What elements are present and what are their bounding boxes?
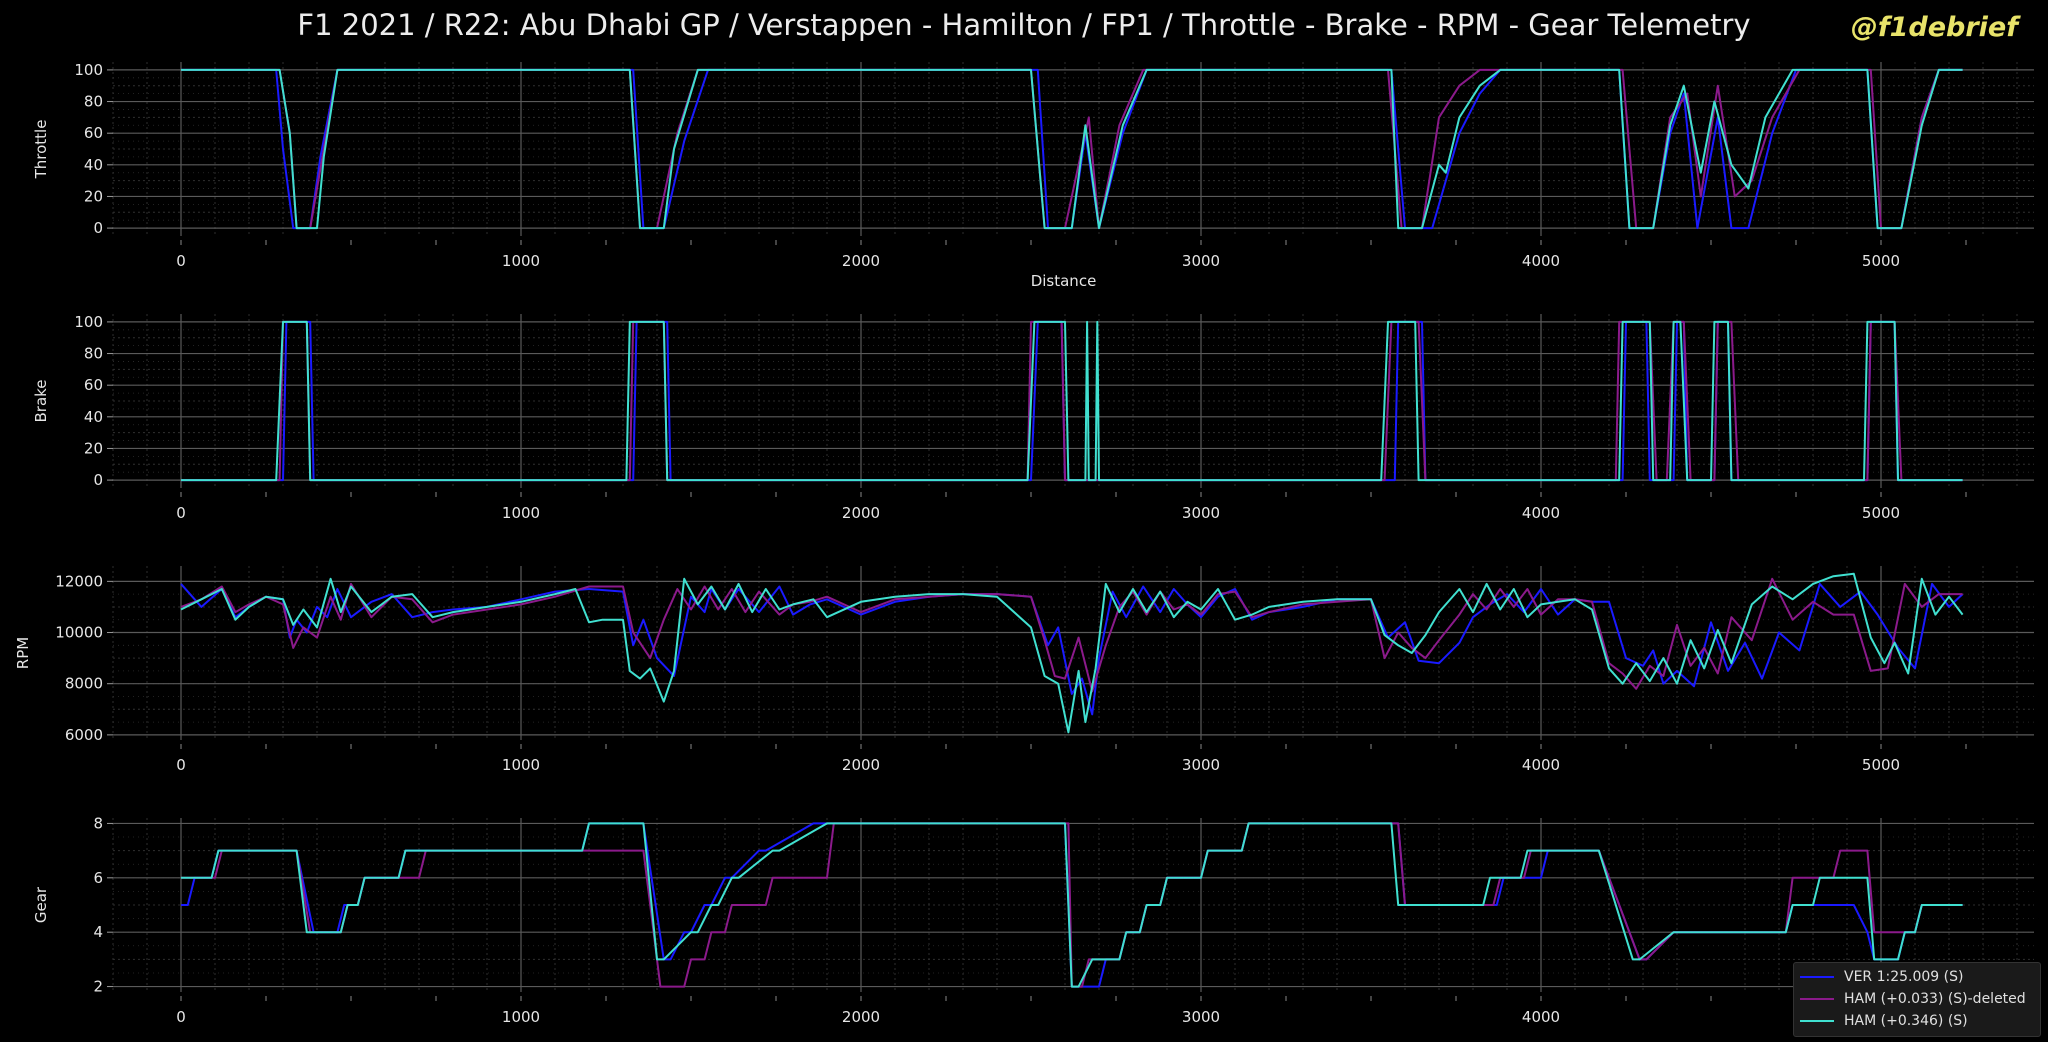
brake-ytick-label: 60 <box>84 376 103 394</box>
gear-ytick-label: 6 <box>93 869 103 887</box>
brake-xtick-label: 2000 <box>842 504 880 522</box>
gear-xtick-label: 4000 <box>1522 1008 1560 1026</box>
throttle-xtick-label: 4000 <box>1522 252 1560 270</box>
legend-label-ver: VER 1:25.009 (S) <box>1844 969 1964 985</box>
throttle-ytick-label: 20 <box>84 187 103 205</box>
panel-brake: 0 1000 2000 3000 4000 5000 0 20 40 60 80 100 Brake <box>32 313 2034 522</box>
throttle-xtick-label: 2000 <box>842 252 880 270</box>
legend-swatch-ham <box>1800 1020 1834 1022</box>
gear-xtick-label: 0 <box>176 1008 186 1026</box>
brake-ylabel: Brake <box>32 379 50 422</box>
gear-ytick-label: 2 <box>93 978 103 996</box>
legend-label-ham: HAM (+0.346) (S) <box>1844 1013 1968 1029</box>
throttle-xtick-label: 0 <box>176 252 186 270</box>
gear-line-ham-0-346-s <box>181 822 1963 988</box>
legend-item-ver: VER 1:25.009 (S) <box>1800 967 1963 987</box>
rpm-xtick-label: 2000 <box>842 756 880 774</box>
rpm-ytick-label: 10000 <box>55 624 103 642</box>
throttle-ylabel: Throttle <box>32 120 50 180</box>
throttle-ytick-label: 80 <box>84 93 103 111</box>
brake-line-ham-0-346-s <box>181 320 1963 482</box>
throttle-xlabel: Distance <box>1031 272 1097 290</box>
rpm-ytick-label: 12000 <box>55 572 103 590</box>
throttle-xtick-label: 3000 <box>1182 252 1220 270</box>
rpm-line-ham-0-033-s-deleted <box>180 577 1963 693</box>
brake-xtick-label: 1000 <box>502 504 540 522</box>
panel-throttle: 0 1000 2000 3000 4000 5000 0 20 40 60 80 100 Throttl… <box>32 61 2034 290</box>
gear-xtick-label: 3000 <box>1182 1008 1220 1026</box>
watermark-handle: @f1debrief <box>1850 12 2018 43</box>
chart-legend: VER 1:25.009 (S) HAM (+0.033) (S)-delete… <box>1793 962 2041 1037</box>
throttle-ytick-label: 40 <box>84 156 103 174</box>
throttle-ytick-label: 0 <box>93 219 103 237</box>
brake-xtick-label: 3000 <box>1182 504 1220 522</box>
throttle-xtick-label: 5000 <box>1862 252 1900 270</box>
brake-ytick-label: 0 <box>93 471 103 489</box>
gear-ytick-label: 4 <box>93 923 103 941</box>
legend-label-ham-deleted: HAM (+0.033) (S)-deleted <box>1844 991 2026 1007</box>
legend-swatch-ver <box>1800 976 1834 978</box>
brake-ytick-label: 40 <box>84 408 103 426</box>
brake-ytick-label: 80 <box>84 345 103 363</box>
rpm-xtick-label: 0 <box>176 756 186 774</box>
brake-xtick-label: 4000 <box>1522 504 1560 522</box>
legend-item-ham-deleted: HAM (+0.033) (S)-deleted <box>1800 989 2026 1009</box>
rpm-ytick-label: 6000 <box>65 726 103 744</box>
throttle-xtick-label: 1000 <box>502 252 540 270</box>
chart-title: F1 2021 / R22: Abu Dhabi GP / Verstappen… <box>297 8 1751 42</box>
rpm-ylabel: RPM <box>14 637 32 669</box>
brake-xtick-label: 5000 <box>1862 504 1900 522</box>
brake-xtick-label: 0 <box>176 504 186 522</box>
legend-swatch-ham-deleted <box>1800 998 1834 1000</box>
gear-xtick-label: 1000 <box>502 1008 540 1026</box>
gear-xtick-label: 2000 <box>842 1008 880 1026</box>
rpm-line-ham-0-346-s <box>180 572 1964 734</box>
throttle-ytick-label: 60 <box>84 124 103 142</box>
rpm-xtick-label: 4000 <box>1522 756 1560 774</box>
legend-item-ham: HAM (+0.346) (S) <box>1800 1011 1968 1031</box>
throttle-ytick-label: 100 <box>74 61 103 79</box>
panel-gear: 0100020003000400050002468Gear <box>32 814 2034 1026</box>
throttle-line-ham-0-346-s <box>181 68 1963 230</box>
gear-ytick-label: 8 <box>93 814 103 832</box>
rpm-xtick-label: 5000 <box>1862 756 1900 774</box>
panel-rpm: 0 1000 2000 3000 4000 5000 6000 8000 10000 12000 R… <box>14 566 2034 774</box>
brake-ytick-label: 20 <box>84 439 103 457</box>
rpm-ytick-label: 8000 <box>65 675 103 693</box>
rpm-xtick-label: 3000 <box>1182 756 1220 774</box>
rpm-xtick-label: 1000 <box>502 756 540 774</box>
brake-ytick-label: 100 <box>74 313 103 331</box>
gear-ylabel: Gear <box>32 886 50 923</box>
